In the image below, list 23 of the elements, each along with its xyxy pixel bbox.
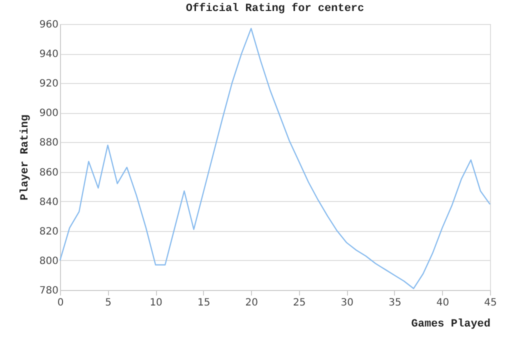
y-tick-label: 940 xyxy=(39,49,58,60)
x-tick-label: 20 xyxy=(245,298,258,308)
x-axis-title: Games Played xyxy=(411,318,490,330)
x-tick-label: 15 xyxy=(197,298,210,308)
x-tick-label: 30 xyxy=(340,298,354,308)
x-tick-label: 0 xyxy=(57,298,64,308)
y-tick-label: 800 xyxy=(39,256,58,267)
y-tick-label: 900 xyxy=(39,108,58,120)
y-tick-label: 860 xyxy=(39,167,58,178)
chart-title: Official Rating for centerc xyxy=(186,2,364,15)
x-tick-label: 5 xyxy=(105,298,112,308)
x-tick-label: 40 xyxy=(436,298,450,308)
y-tick-label: 840 xyxy=(39,196,58,208)
y-axis-title: Player Rating xyxy=(19,114,32,200)
y-tick-label: 780 xyxy=(39,286,58,296)
y-tick-label: 920 xyxy=(39,78,58,90)
y-tick-label: 960 xyxy=(39,20,58,30)
x-tick-label: 45 xyxy=(484,298,497,308)
x-tick-label: 35 xyxy=(388,298,402,308)
x-tick-label: 10 xyxy=(150,298,162,308)
y-tick-label: 880 xyxy=(39,138,58,149)
x-tick-label: 25 xyxy=(293,298,306,308)
y-tick-label: 820 xyxy=(39,226,58,238)
